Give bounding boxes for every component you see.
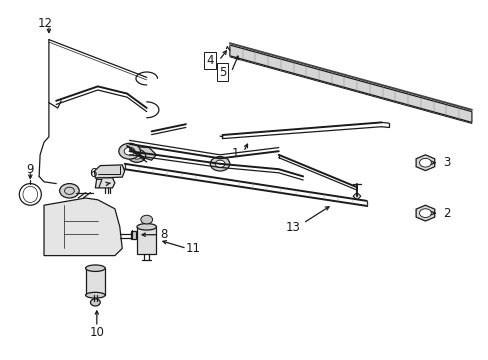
Circle shape: [419, 158, 430, 167]
Circle shape: [215, 160, 224, 167]
Ellipse shape: [85, 265, 105, 271]
Circle shape: [128, 149, 145, 162]
Polygon shape: [131, 231, 136, 239]
Text: 12: 12: [38, 17, 52, 30]
Circle shape: [60, 184, 79, 198]
Polygon shape: [95, 178, 115, 188]
Text: 7: 7: [96, 178, 104, 191]
Polygon shape: [85, 268, 105, 295]
Circle shape: [124, 147, 135, 155]
Circle shape: [210, 157, 229, 171]
Text: 5: 5: [218, 66, 226, 78]
Polygon shape: [122, 146, 156, 160]
Polygon shape: [415, 205, 434, 221]
Circle shape: [141, 215, 152, 224]
Text: 11: 11: [185, 242, 200, 255]
Circle shape: [419, 209, 430, 217]
Text: 1: 1: [231, 147, 239, 159]
Polygon shape: [137, 227, 156, 254]
Text: 2: 2: [442, 207, 449, 220]
Text: 10: 10: [89, 327, 104, 339]
Ellipse shape: [137, 224, 156, 230]
Polygon shape: [229, 45, 471, 122]
Polygon shape: [44, 198, 122, 256]
Text: 4: 4: [206, 54, 214, 67]
Ellipse shape: [85, 292, 105, 298]
Circle shape: [119, 143, 140, 159]
Circle shape: [132, 153, 141, 159]
Text: 6: 6: [89, 167, 97, 180]
Polygon shape: [94, 165, 124, 178]
Text: 3: 3: [442, 156, 449, 169]
Polygon shape: [415, 155, 434, 171]
Text: 13: 13: [285, 221, 300, 234]
Text: 9: 9: [26, 163, 34, 176]
Text: 8: 8: [160, 228, 167, 241]
Polygon shape: [352, 193, 360, 199]
Circle shape: [90, 299, 100, 306]
